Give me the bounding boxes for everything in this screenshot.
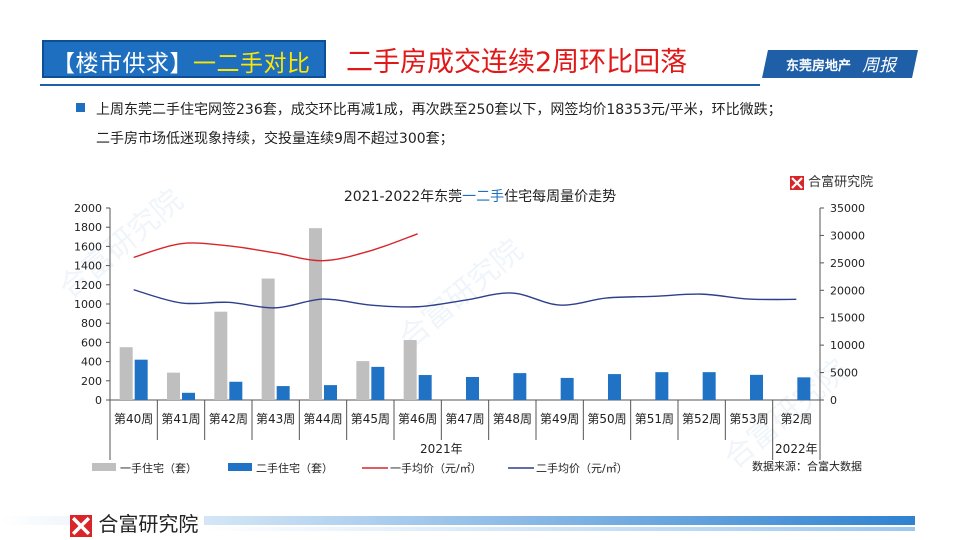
bullet-line-1: 上周东莞二手住宅网签236套，成交环比再减1成，再次跌至250套以下，网签均价1… [96, 102, 782, 118]
bar-new-home [261, 278, 275, 400]
category-label: 第50周 [587, 412, 626, 426]
y-left-tick-label: 1800 [74, 221, 102, 234]
bar-resale-home [750, 374, 763, 400]
category-label: 第52周 [682, 412, 721, 426]
bar-resale-home [655, 372, 669, 400]
bar-resale-home [797, 377, 811, 400]
chart-bars [119, 228, 811, 400]
chart-title-prefix: 2021-2022年东莞 [343, 189, 463, 205]
legend-label: 二手均价（元/㎡） [536, 461, 628, 475]
year-label: 2022年 [775, 442, 818, 456]
bar-resale-home [324, 385, 337, 400]
bar-resale-home [513, 373, 527, 400]
bar-resale-home [466, 376, 479, 400]
footer-stripe [0, 516, 915, 525]
category-label: 第51周 [635, 412, 674, 426]
y-left-tick-label: 1600 [74, 240, 102, 253]
y-right-tick-label: 35000 [830, 202, 865, 215]
chart-legend: 一手住宅（套） 二手住宅（套） 一手均价（元/㎡） 二手均价（元/㎡） [92, 461, 628, 475]
header-tag-box [42, 40, 326, 78]
watermark-layer: 合富研究院 合富研究院 合富研究院 [53, 183, 855, 476]
bar-resale-home [371, 366, 385, 400]
y-left-tick-label: 1200 [74, 279, 102, 292]
chart-source: 数据来源：合富大数据 [752, 460, 862, 473]
bar-resale-home [418, 375, 432, 400]
header-tag-highlight: 一二手对比 [193, 51, 311, 77]
bar-resale-home [229, 381, 243, 400]
header-tag-prefix: 【楼市供求】 [52, 51, 193, 77]
y-left-tick-label: 600 [81, 336, 102, 349]
category-label: 第43周 [256, 412, 295, 426]
bar-new-home [403, 340, 417, 400]
y-left-tick-label: 200 [81, 375, 102, 388]
legend-label: 二手住宅（套） [256, 461, 333, 475]
y-left-tick-label: 2000 [74, 202, 102, 215]
header-divider [40, 84, 760, 86]
category-label: 第44周 [303, 412, 342, 426]
bar-resale-home [560, 377, 574, 400]
hefu-logo-icon [70, 514, 92, 537]
chart-title: 2021-2022年东莞一二手住宅每周量价走势 [0, 186, 960, 206]
y-left-tick-label: 1000 [74, 298, 102, 311]
category-label: 第42周 [209, 412, 248, 426]
category-label: 第2周 [781, 412, 813, 426]
bar-new-home [309, 228, 322, 400]
y-right-tick-label: 25000 [830, 257, 865, 270]
y-right-tick-label: 0 [830, 394, 837, 407]
bar-new-home [356, 361, 370, 400]
y-left-tick-label: 0 [95, 394, 102, 407]
legend-label: 一手均价（元/㎡） [390, 461, 482, 475]
y-right-tick-label: 30000 [830, 229, 865, 242]
category-label: 第48周 [493, 412, 532, 426]
bar-new-home [119, 347, 133, 400]
bar-resale-home [182, 392, 195, 400]
bar-resale-home [134, 359, 148, 400]
y-left-tick-label: 400 [81, 356, 102, 369]
category-label: 第46周 [398, 412, 437, 426]
bar-resale-home [608, 374, 621, 400]
page-title: 二手房成交连续2周环比回落 [346, 47, 688, 78]
line-new-home-price [133, 233, 418, 262]
watermark-text: 合富研究院 [393, 233, 530, 356]
bar-new-home [214, 311, 228, 400]
header-tag: 【楼市供求】一二手对比 [52, 44, 311, 78]
bar-resale-home [276, 386, 290, 400]
chart-logo: 合富研究院 [790, 171, 873, 190]
category-label: 第40周 [114, 412, 153, 426]
year-label: 2021年 [420, 442, 463, 456]
footer-logo-text: 合富研究院 [98, 512, 199, 536]
legend-swatch [92, 463, 116, 471]
y-left-tick-label: 1400 [74, 260, 102, 273]
chart-title-suffix: 住宅每周量价走势 [504, 189, 617, 205]
category-label: 第49周 [540, 412, 579, 426]
line-resale-price [133, 289, 797, 309]
bullet-line-2: 二手房市场低迷现象持续，交投量连续9周不超过300套； [96, 131, 454, 147]
footer-logo: 合富研究院 [70, 508, 205, 537]
legend-label: 一手住宅（套） [120, 461, 197, 475]
category-label: 第45周 [351, 412, 390, 426]
category-label: 第41周 [161, 412, 200, 426]
chart-logo-text: 合富研究院 [808, 175, 874, 190]
bullet-square-icon [76, 103, 85, 112]
bar-new-home [167, 372, 180, 400]
category-label: 第53周 [729, 412, 768, 426]
chart-axes: 0200400600800100012001400160018002000050… [74, 202, 865, 407]
y-right-tick-label: 15000 [830, 312, 865, 325]
category-label: 第47周 [445, 412, 484, 426]
bar-resale-home [702, 372, 716, 400]
y-right-tick-label: 5000 [830, 367, 858, 380]
y-right-tick-label: 20000 [830, 284, 865, 297]
brand-label: 东莞房地产 [786, 59, 852, 74]
chart-title-highlight: 一二手 [462, 189, 505, 205]
category-labels: 第40周 第41周 第42周 第43周 第44周 第45周 第46周 第47周 第48周 第49周… [109, 400, 821, 460]
hefu-logo-icon [790, 175, 804, 190]
y-left-tick-label: 800 [81, 317, 102, 330]
legend-swatch [228, 463, 252, 471]
y-right-tick-label: 10000 [830, 339, 865, 352]
brand-script-logo: 周报 [862, 56, 896, 76]
chart-lines [133, 233, 797, 309]
footer-stripe-secondary [200, 527, 915, 531]
